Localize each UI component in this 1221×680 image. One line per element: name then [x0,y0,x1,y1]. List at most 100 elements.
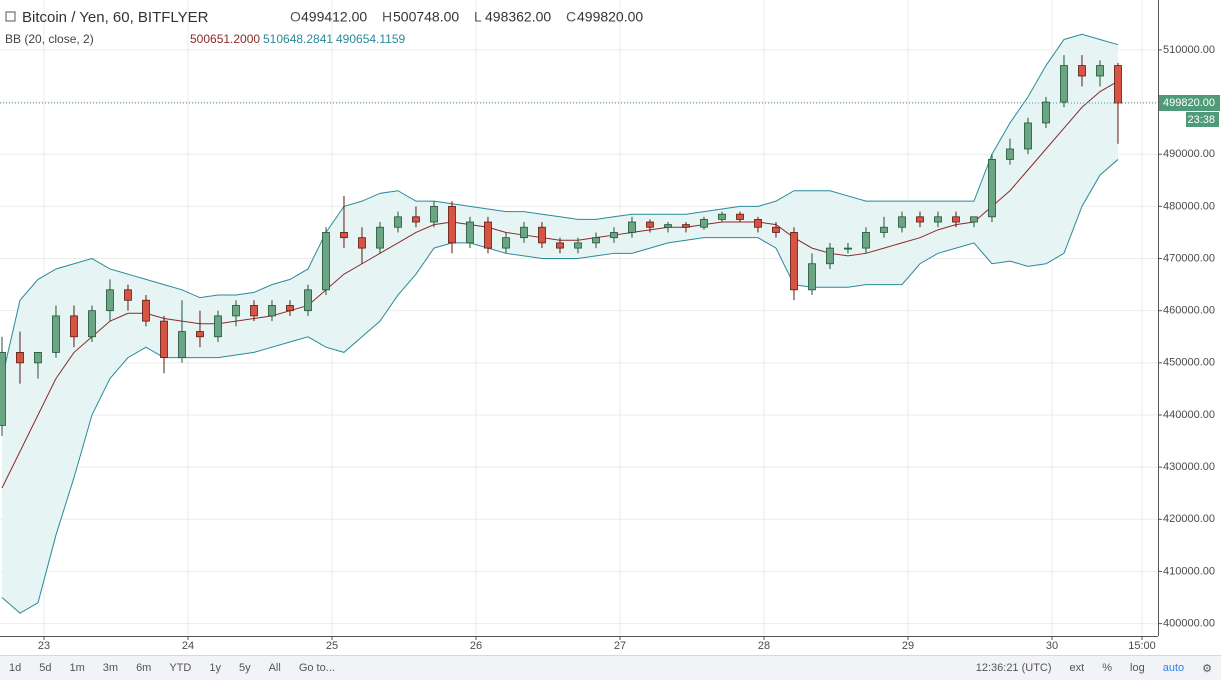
last-price-label: 499820.00 [1163,97,1215,109]
candle-body [466,221,474,244]
y-tick-label: 440000.00 [1163,409,1215,421]
candle-body [1078,65,1086,77]
y-tick-label: 470000.00 [1163,252,1215,264]
candle-body [1060,65,1068,103]
y-tick-label: 490000.00 [1163,148,1215,160]
range-button[interactable]: 1m [69,662,85,674]
candle-body [304,289,312,312]
band-lower [1,159,1119,614]
ohlc-key: C [566,9,576,25]
candle-body [556,242,564,249]
range-button[interactable]: Go to... [298,662,335,674]
ohlc-key: L [474,9,482,25]
candle-body [358,237,366,249]
candle-body [718,213,726,220]
x-tick-label: 26 [470,640,482,652]
candle-body [214,315,222,338]
bottom-toolbar: 1d 5d 1m 3m 6m YTD 1y 5y All Go to... 12:36:21 (U… [0,655,1221,680]
y-tick-label: 430000.00 [1163,461,1215,473]
candle-body [286,305,294,312]
candle-body [1024,122,1032,150]
range-buttons: 1d 5d 1m 3m 6m YTD 1y 5y All Go to... [0,662,344,674]
band-fill [1,34,1118,614]
candle-body [592,237,600,244]
candle-body [520,226,528,239]
candle-body [178,331,186,359]
candle-body [574,242,582,249]
candle-body [502,237,510,249]
candle-body [646,221,654,228]
x-tick-label: 27 [614,640,626,652]
ohlc-value: 499412.00 [301,9,367,25]
ohlc-key: H [382,9,392,25]
candle-body [772,226,780,233]
ohlc-value: 498362.00 [485,9,551,25]
y-tick-label: 400000.00 [1163,618,1215,630]
countdown-label: 23:38 [1187,114,1215,126]
option-button[interactable]: % [1102,662,1113,674]
band-basis [1,80,1119,489]
y-tick-label: 410000.00 [1163,565,1215,577]
option-button[interactable]: auto [1162,662,1185,674]
indicator-value: 490654.1159 [336,32,406,46]
range-button[interactable]: 5d [39,662,52,674]
candle-body [16,352,24,364]
candle-body [268,305,276,317]
candle-body [754,219,762,228]
range-button[interactable]: All [268,662,281,674]
candle-body [988,159,996,218]
candle-body [880,226,888,233]
x-tick-label: 30 [1046,640,1058,652]
candle-body [88,310,96,338]
option-button[interactable]: ext [1069,662,1085,674]
range-button[interactable]: 3m [102,662,119,674]
ohlc-value: 499820.00 [577,9,643,25]
range-button[interactable]: 5y [238,662,251,674]
y-tick-label: 480000.00 [1163,200,1215,212]
range-button[interactable]: 1d [9,662,22,674]
candle-body [124,289,132,301]
indicator-label: BB (20, close, 2) [5,32,94,46]
symbol-title: Bitcoin / Yen, 60, BITFLYER [22,9,209,26]
candle-body [790,232,798,291]
candle-body [340,232,348,239]
candle-body [898,216,906,228]
x-tick-label: 28 [758,640,770,652]
range-button[interactable]: 6m [136,662,152,674]
candle-body [952,216,960,223]
x-tick-label: 25 [326,640,338,652]
candle-body [376,226,384,249]
candle-body [664,224,672,228]
candle-body [1096,65,1104,77]
candle-body [970,216,978,223]
y-tick-label: 460000.00 [1163,305,1215,317]
candle-body [826,247,834,265]
collapse-icon [5,11,16,22]
candle-body [250,305,258,317]
candle-body [142,299,150,322]
candle-body [232,305,240,317]
y-tick-label: 510000.00 [1163,44,1215,56]
candle-body [1042,101,1050,124]
band-upper [1,33,1119,379]
candle-body [1006,148,1014,160]
candle-body [808,263,816,291]
candle-body [610,232,618,239]
clock: 12:36:21 (UTC) [975,662,1052,674]
candle-body [700,219,708,228]
candle-body [484,221,492,249]
indicator-value: 510648.2841 [263,32,333,46]
range-button[interactable]: 1y [209,662,221,674]
x-tick-label: 29 [902,640,914,652]
candle-body [196,331,204,338]
last-price-tag [1159,95,1220,112]
range-button[interactable]: YTD [169,662,192,674]
candle-body [52,315,60,353]
candle-body [0,352,6,426]
candle-body [1114,65,1122,104]
candle-body [106,289,114,312]
option-button[interactable]: log [1130,662,1145,674]
ohlc-key: O [290,9,301,25]
candle-body [70,315,78,338]
settings-icon[interactable]: ⚙ [1202,662,1212,675]
